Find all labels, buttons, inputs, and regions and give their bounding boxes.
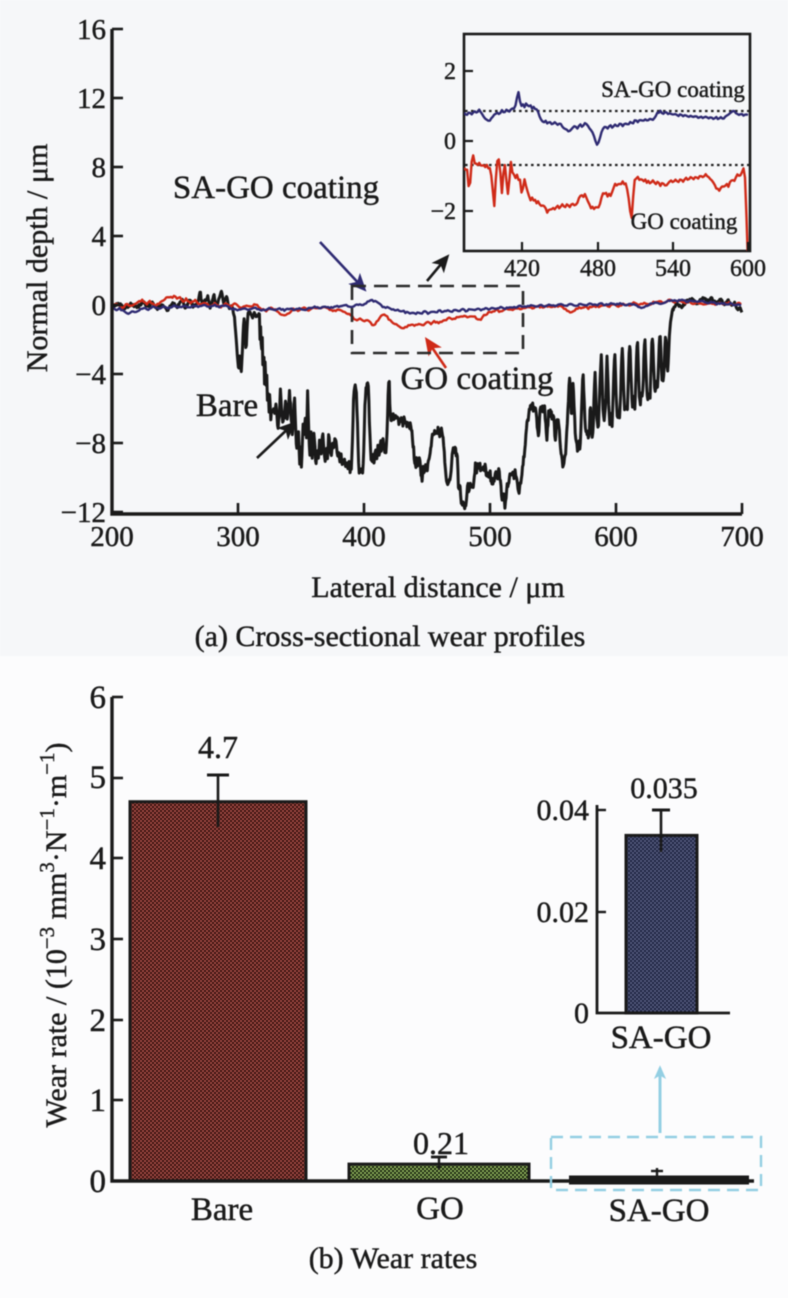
svg-text:(b) Wear rates: (b) Wear rates <box>309 1242 478 1275</box>
svg-text:GO: GO <box>416 1191 464 1227</box>
svg-text:GO coating: GO coating <box>400 361 553 397</box>
svg-text:SA-GO: SA-GO <box>611 1020 712 1056</box>
svg-text:Normal depth / μm: Normal depth / μm <box>21 144 54 373</box>
svg-text:0.02: 0.02 <box>537 896 590 929</box>
svg-text:0.04: 0.04 <box>537 794 590 827</box>
svg-text:400: 400 <box>342 521 386 553</box>
svg-text:Bare: Bare <box>196 388 258 424</box>
svg-text:4: 4 <box>90 841 107 877</box>
svg-text:12: 12 <box>77 83 106 115</box>
svg-text:Bare: Bare <box>191 1192 253 1228</box>
svg-text:8: 8 <box>92 152 107 184</box>
svg-text:16: 16 <box>77 14 106 46</box>
svg-text:700: 700 <box>720 521 764 553</box>
svg-text:−2: −2 <box>430 199 456 225</box>
svg-text:5: 5 <box>90 760 107 796</box>
svg-text:6: 6 <box>90 680 107 716</box>
svg-text:2: 2 <box>444 59 456 85</box>
svg-text:0: 0 <box>444 129 456 155</box>
svg-text:−4: −4 <box>75 359 106 391</box>
svg-text:4: 4 <box>92 221 107 253</box>
svg-text:0.21: 0.21 <box>413 1125 469 1161</box>
svg-text:SA-GO coating: SA-GO coating <box>601 77 745 102</box>
svg-text:Lateral distance / μm: Lateral distance / μm <box>311 571 564 604</box>
svg-text:540: 540 <box>655 256 691 282</box>
svg-text:480: 480 <box>580 256 616 282</box>
svg-text:600: 600 <box>594 521 638 553</box>
svg-text:GO coating: GO coating <box>631 209 738 234</box>
svg-text:SA-GO coating: SA-GO coating <box>173 170 379 206</box>
svg-text:−12: −12 <box>61 497 106 529</box>
svg-text:0: 0 <box>90 1164 107 1200</box>
svg-text:600: 600 <box>730 256 766 282</box>
svg-text:−8: −8 <box>75 428 106 460</box>
svg-text:4.7: 4.7 <box>198 729 238 765</box>
svg-text:3: 3 <box>90 922 107 958</box>
svg-text:2: 2 <box>90 1003 107 1039</box>
svg-text:300: 300 <box>216 521 260 553</box>
svg-text:0: 0 <box>574 997 589 1030</box>
svg-text:1: 1 <box>90 1083 107 1119</box>
svg-text:0: 0 <box>92 290 107 322</box>
svg-text:0.035: 0.035 <box>630 772 698 805</box>
svg-text:SA-GO: SA-GO <box>609 1193 710 1229</box>
svg-text:(a) Cross-sectional wear profi: (a) Cross-sectional wear profiles <box>195 620 586 653</box>
svg-text:200: 200 <box>90 521 134 553</box>
svg-text:420: 420 <box>504 256 540 282</box>
svg-text:500: 500 <box>468 521 512 553</box>
